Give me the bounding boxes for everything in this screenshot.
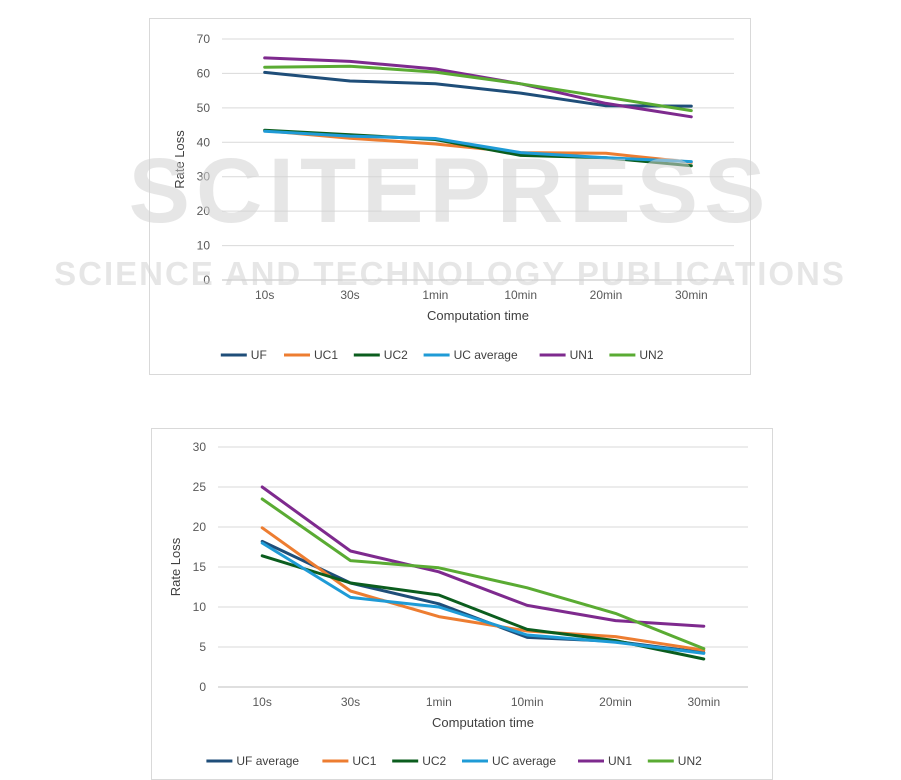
- y-tick-label: 60: [197, 66, 211, 80]
- legend-entry: UN1: [570, 348, 594, 362]
- line-chart-top: 0 10 20 30 40 50 60 70 10s 30s 1min 10min 20min 30min…: [172, 32, 734, 362]
- y-tick-label: 30: [193, 440, 207, 454]
- legend-entry: UC2: [384, 348, 408, 362]
- chart-panel-rate-loss-bottom: 0 5 10 15 20 25 30 10s 30s 1min 10min 20min 30min Com…: [151, 428, 773, 780]
- series-line-uc-average: [263, 129, 693, 164]
- series-line-uc1: [260, 526, 706, 652]
- chart-panel-rate-loss-top: 0 10 20 30 40 50 60 70 10s 30s 1min 10min 20min 30min…: [149, 18, 751, 375]
- legend-entry: UN2: [639, 348, 663, 362]
- x-tick-label: 10s: [252, 695, 271, 709]
- x-axis-title: Computation time: [427, 308, 529, 323]
- x-tick-label: 1min: [422, 288, 448, 302]
- x-tick-label: 10min: [504, 288, 537, 302]
- legend-entry: UC average: [454, 348, 518, 362]
- legend-entry: UC1: [314, 348, 338, 362]
- y-tick-label: 40: [197, 135, 211, 149]
- y-tick-label: 20: [197, 204, 211, 218]
- series-line-uc-average: [260, 541, 706, 655]
- x-tick-label: 30min: [675, 288, 708, 302]
- x-tick-label: 10s: [255, 288, 274, 302]
- legend-entry: UF: [251, 348, 267, 362]
- series-line-un1: [263, 56, 693, 119]
- y-tick-label: 0: [199, 680, 206, 694]
- x-tick-label: 20min: [590, 288, 623, 302]
- legend-entry: UC1: [352, 754, 376, 768]
- series-line-un1: [260, 485, 706, 628]
- series-line-un2: [263, 64, 693, 113]
- y-tick-label: 20: [193, 520, 207, 534]
- y-tick-label: 25: [193, 480, 207, 494]
- legend-entry: UN1: [608, 754, 632, 768]
- x-tick-label: 20min: [599, 695, 632, 709]
- line-chart-bottom: 0 5 10 15 20 25 30 10s 30s 1min 10min 20min 30min Com…: [168, 440, 748, 768]
- legend: UF average UC1 UC2 UC average UN1 UN2: [206, 754, 702, 768]
- x-tick-label: 10min: [511, 695, 544, 709]
- y-tick-label: 30: [197, 170, 211, 184]
- legend-entry: UC2: [422, 754, 446, 768]
- y-tick-label: 70: [197, 32, 211, 46]
- legend-entry: UN2: [678, 754, 702, 768]
- y-tick-label: 10: [197, 239, 211, 253]
- x-tick-label: 30s: [341, 695, 360, 709]
- y-tick-label: 5: [199, 640, 206, 654]
- series-line-un2: [260, 497, 706, 651]
- x-tick-label: 30min: [687, 695, 720, 709]
- series-line-uf-average: [260, 539, 706, 655]
- y-axis-title: Rate Loss: [168, 537, 183, 596]
- y-tick-label: 15: [193, 560, 207, 574]
- y-tick-label: 10: [193, 600, 207, 614]
- x-tick-label: 30s: [340, 288, 359, 302]
- legend: UF UC1 UC2 UC average UN1 UN2: [220, 348, 664, 362]
- legend-entry: UC average: [492, 754, 556, 768]
- y-axis-title: Rate Loss: [172, 130, 187, 189]
- y-tick-label: 0: [203, 273, 210, 287]
- legend-entry: UF average: [236, 754, 299, 768]
- y-tick-label: 50: [197, 101, 211, 115]
- x-tick-label: 1min: [426, 695, 452, 709]
- x-axis-title: Computation time: [432, 715, 534, 730]
